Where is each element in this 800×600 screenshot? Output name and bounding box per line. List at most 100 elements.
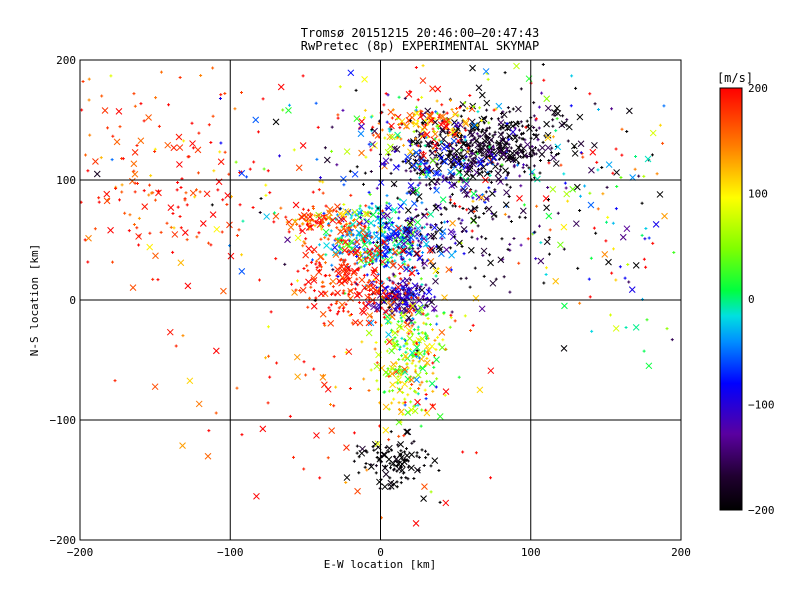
data-point <box>410 354 414 358</box>
data-point <box>519 87 523 91</box>
data-point <box>412 112 416 116</box>
data-point <box>355 444 359 448</box>
data-point <box>515 105 522 113</box>
data-point <box>186 155 190 159</box>
data-point <box>492 108 496 112</box>
data-point <box>363 171 367 175</box>
data-point <box>505 121 509 125</box>
data-point <box>375 286 379 290</box>
data-point <box>149 191 153 195</box>
data-point <box>453 132 457 136</box>
data-point <box>399 137 403 141</box>
data-point <box>398 466 406 474</box>
data-point <box>385 349 389 353</box>
data-point <box>318 476 322 480</box>
data-point <box>296 269 300 273</box>
data-point <box>614 147 618 151</box>
data-point <box>514 134 518 138</box>
data-point <box>605 220 609 224</box>
data-point <box>389 171 393 175</box>
data-point <box>101 107 109 114</box>
data-point <box>384 317 392 325</box>
data-point <box>400 305 408 313</box>
data-point <box>273 211 277 215</box>
data-point <box>390 290 394 294</box>
data-point <box>398 460 406 468</box>
data-point <box>415 105 419 109</box>
data-point <box>399 292 403 296</box>
data-point <box>503 212 507 216</box>
data-point <box>435 99 439 103</box>
data-point <box>348 221 352 225</box>
data-point <box>153 149 157 153</box>
data-point <box>402 434 406 438</box>
data-point <box>360 221 364 225</box>
data-point <box>148 231 152 235</box>
data-point <box>421 212 425 216</box>
data-point <box>463 180 470 188</box>
data-point <box>346 310 350 314</box>
data-point <box>406 307 413 315</box>
data-point <box>221 198 225 202</box>
data-point <box>403 265 410 273</box>
data-point <box>354 287 358 291</box>
data-point <box>329 229 333 233</box>
data-point <box>560 223 568 231</box>
data-point <box>423 225 427 229</box>
data-point <box>544 273 548 277</box>
data-point <box>507 149 511 153</box>
data-point <box>331 243 335 247</box>
data-point <box>439 228 447 236</box>
data-point <box>427 258 435 265</box>
data-point <box>358 149 365 157</box>
data-point <box>495 102 503 110</box>
data-point <box>402 285 406 289</box>
data-point <box>416 328 420 332</box>
data-point <box>532 164 536 168</box>
data-point <box>345 263 349 267</box>
data-point <box>403 96 407 100</box>
data-point <box>370 303 377 311</box>
data-point <box>537 224 541 228</box>
data-point <box>397 434 401 438</box>
data-point <box>429 403 437 410</box>
data-point <box>403 259 407 263</box>
data-point <box>425 169 429 173</box>
data-point <box>451 204 455 208</box>
data-point <box>463 191 470 198</box>
data-point <box>535 204 539 208</box>
data-point <box>389 262 397 269</box>
data-point <box>397 408 405 416</box>
data-point <box>195 400 203 408</box>
data-point <box>181 334 185 338</box>
data-point <box>405 347 409 351</box>
data-point <box>284 236 291 244</box>
data-point <box>404 355 408 359</box>
data-point <box>272 212 280 220</box>
data-point <box>425 161 429 165</box>
data-point <box>440 237 444 241</box>
data-point <box>450 310 454 314</box>
data-point <box>549 151 553 155</box>
data-point <box>175 133 183 141</box>
data-point <box>437 138 441 142</box>
data-point <box>241 219 245 223</box>
data-point <box>578 301 582 305</box>
data-point <box>470 158 478 165</box>
data-point <box>463 138 467 142</box>
data-point <box>467 158 471 162</box>
y-axis-label: N-S location [km] <box>28 244 41 357</box>
data-point <box>399 420 403 424</box>
data-point <box>429 247 436 254</box>
data-point <box>391 288 395 292</box>
data-point <box>401 412 405 416</box>
data-point <box>349 233 353 237</box>
data-point <box>460 218 464 222</box>
data-point <box>376 206 380 210</box>
data-point <box>332 355 336 359</box>
data-point <box>301 207 305 211</box>
x-tick-label: 0 <box>377 546 384 559</box>
data-point <box>300 222 304 226</box>
data-point <box>332 404 336 408</box>
data-point <box>481 193 485 197</box>
